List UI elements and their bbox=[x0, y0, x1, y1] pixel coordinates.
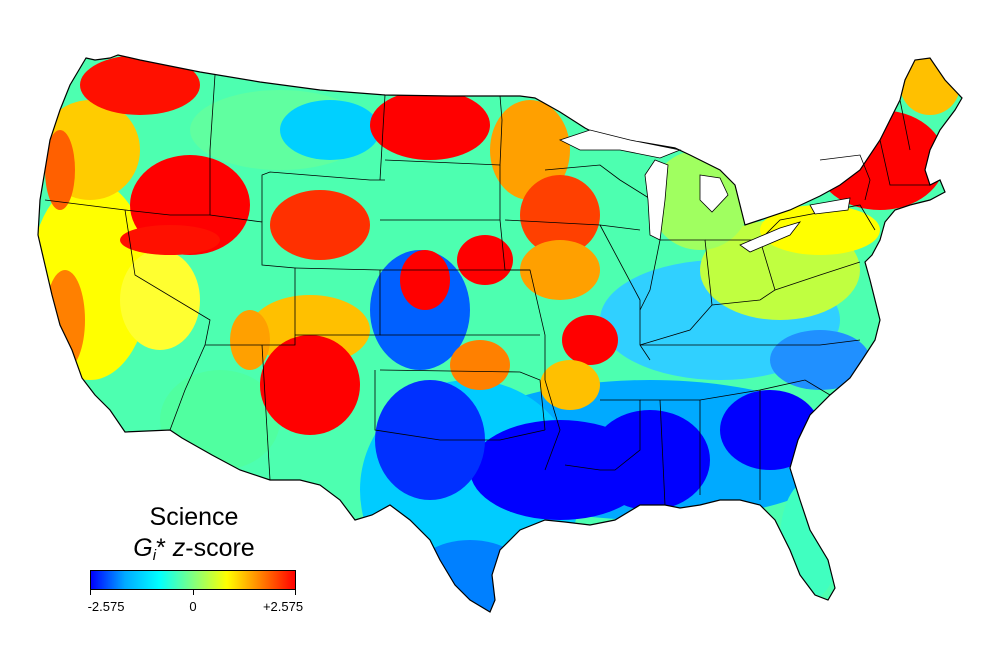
region-mississippi-low bbox=[590, 410, 710, 510]
legend-subtitle-g: G bbox=[133, 534, 153, 562]
legend-subtitle-star: * bbox=[156, 534, 166, 562]
region-kansas-hot bbox=[400, 250, 450, 310]
lake-erie bbox=[739, 221, 802, 253]
region-texas-coast bbox=[410, 540, 530, 612]
region-nevada-north bbox=[120, 225, 220, 255]
region-florida-teal bbox=[780, 480, 840, 600]
region-california-coast bbox=[45, 270, 85, 370]
region-oregon-coast bbox=[45, 130, 75, 210]
region-georgia-low bbox=[720, 390, 820, 470]
legend-subtitle-i: i bbox=[152, 547, 157, 564]
legend-min-label: -2.575 bbox=[87, 599, 125, 614]
legend-tick-max bbox=[295, 590, 296, 595]
region-minnesota bbox=[490, 100, 570, 200]
lake-ontario bbox=[809, 197, 851, 215]
region-arkansas bbox=[540, 360, 600, 410]
legend-title: Science bbox=[149, 503, 239, 531]
region-carolinas bbox=[770, 330, 870, 390]
legend-tick-mid bbox=[193, 590, 194, 595]
lake-huron bbox=[699, 174, 729, 213]
legend-subtitle: Gi* z-score bbox=[92, 534, 296, 564]
legend-subtitle-z: z bbox=[165, 534, 186, 562]
region-oklahoma-hot bbox=[450, 340, 510, 390]
region-nebraska-hot bbox=[457, 235, 513, 285]
region-north-dakota bbox=[370, 90, 490, 160]
region-new-mexico bbox=[260, 335, 360, 435]
legend-mid-label: 0 bbox=[189, 599, 197, 614]
region-texas-core-low bbox=[375, 380, 485, 500]
region-iowa bbox=[520, 240, 600, 300]
lake-michigan bbox=[644, 159, 669, 241]
region-washington bbox=[80, 55, 200, 115]
region-montana-east bbox=[280, 100, 380, 160]
great-lakes bbox=[558, 129, 851, 253]
legend-tick-min bbox=[90, 590, 91, 595]
region-maine bbox=[900, 55, 960, 115]
legend-subtitle-rest: -score bbox=[185, 534, 255, 562]
region-new-england bbox=[815, 110, 945, 210]
region-arizona bbox=[230, 310, 270, 370]
lake-superior bbox=[558, 129, 682, 159]
region-wyoming bbox=[270, 190, 370, 260]
region-pennsylvania bbox=[760, 205, 880, 255]
legend-max-label: +2.575 bbox=[262, 599, 304, 614]
legend-color-bar bbox=[90, 570, 296, 590]
region-nevada bbox=[120, 250, 200, 350]
region-missouri-hot bbox=[562, 315, 618, 365]
region-wisconsin bbox=[520, 175, 600, 255]
